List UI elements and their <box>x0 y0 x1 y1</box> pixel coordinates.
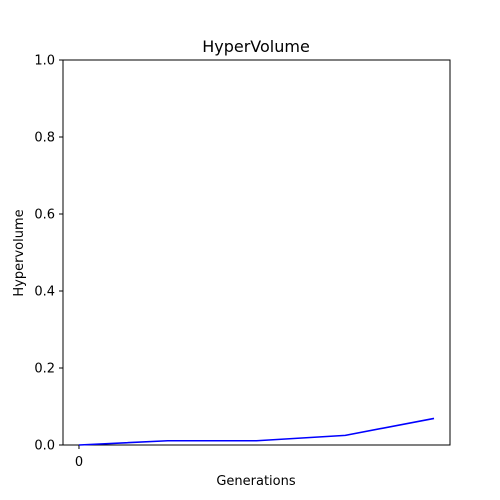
y-tick-label: 0.2 <box>34 362 55 377</box>
x-tick-label: 0 <box>75 455 83 470</box>
y-axis-title: Hypervolume <box>12 209 27 296</box>
y-tick-label: 1.0 <box>34 54 55 69</box>
plot-area-frame <box>63 60 450 445</box>
y-tick-label: 0.0 <box>34 439 55 454</box>
y-tick-label: 0.4 <box>34 285 55 300</box>
y-tick-label: 0.8 <box>34 131 55 146</box>
y-tick-label: 0.6 <box>34 208 55 223</box>
y-axis-ticks: 0.0 0.2 0.4 0.6 0.8 1.0 <box>34 54 63 454</box>
x-axis-ticks: 0 <box>75 445 83 470</box>
x-axis-title: Generations <box>216 474 296 489</box>
chart-title: HyperVolume <box>202 37 310 56</box>
